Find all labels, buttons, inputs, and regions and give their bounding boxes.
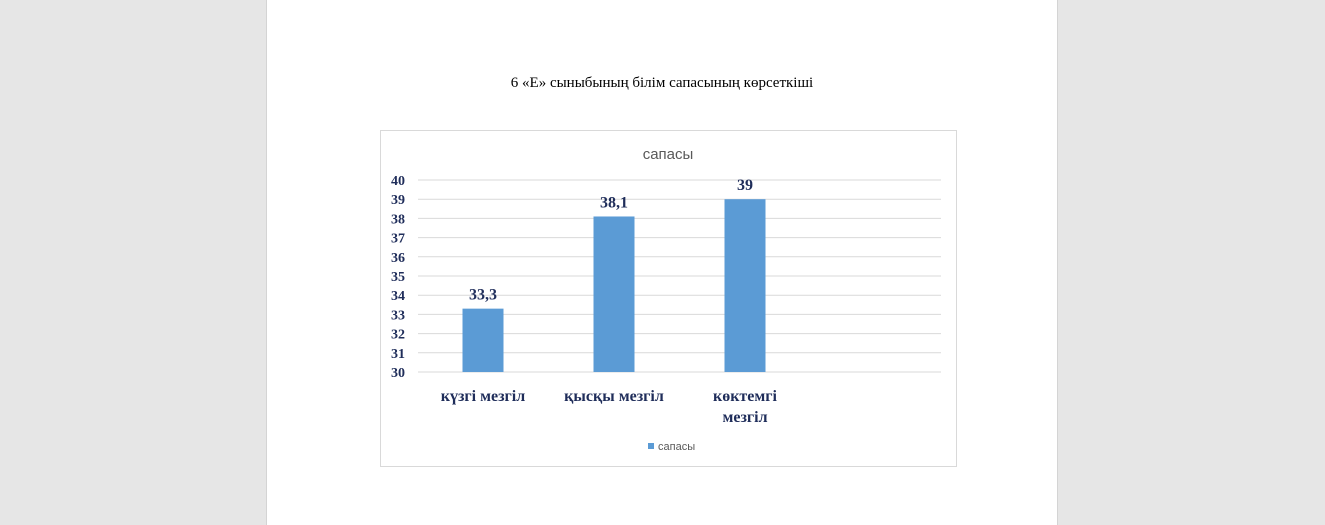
y-tick-label: 34	[391, 289, 405, 304]
legend-label: сапасы	[658, 441, 695, 453]
bar[interactable]	[462, 308, 504, 372]
chart-title: сапасы	[643, 146, 694, 163]
bar[interactable]	[593, 216, 635, 372]
x-tick-label: күзгі мезгіл	[441, 388, 526, 405]
document-page: 6 «Е» сыныбының білім сапасының көрсеткі…	[266, 0, 1058, 525]
y-tick-label: 33	[391, 308, 405, 323]
x-axis: күзгі мезгіл қысқы мезгіл көктемгі мезгіл	[441, 388, 778, 426]
y-tick-label: 40	[391, 174, 405, 189]
data-label: 39	[737, 177, 753, 194]
document-caption: 6 «Е» сыныбының білім сапасының көрсеткі…	[510, 75, 814, 91]
x-tick-label: мезгіл	[722, 409, 767, 426]
y-tick-label: 30	[391, 366, 405, 381]
gridlines	[418, 179, 941, 373]
y-axis: 30 31 32 33 34 35 36 37 38 39 40	[391, 174, 405, 381]
data-labels: 33,3 38,1 39	[469, 177, 753, 303]
x-tick-label: көктемгі	[713, 388, 778, 405]
y-tick-label: 36	[391, 251, 405, 266]
bar-chart: сапасы 30 31 32 33 34 35 36 37 38 39 40 33,3 38,1 39…	[391, 146, 941, 453]
y-tick-label: 38	[391, 212, 405, 227]
y-tick-label: 31	[391, 347, 405, 362]
legend: сапасы	[648, 441, 695, 453]
y-tick-label: 39	[391, 193, 405, 208]
y-tick-label: 32	[391, 328, 405, 343]
legend-swatch	[648, 443, 654, 449]
data-label: 38,1	[600, 194, 628, 211]
chart-area[interactable]: сапасы 30 31 32 33 34 35 36 37 38 39 40 33,3 38,1 39…	[380, 130, 957, 467]
data-label: 33,3	[469, 287, 497, 304]
y-tick-label: 37	[391, 232, 405, 247]
clipped-text-fragment	[387, 0, 477, 4]
bar[interactable]	[724, 199, 766, 372]
x-tick-label: қысқы мезгіл	[564, 388, 664, 405]
bar-series	[462, 199, 766, 372]
y-tick-label: 35	[391, 270, 405, 285]
